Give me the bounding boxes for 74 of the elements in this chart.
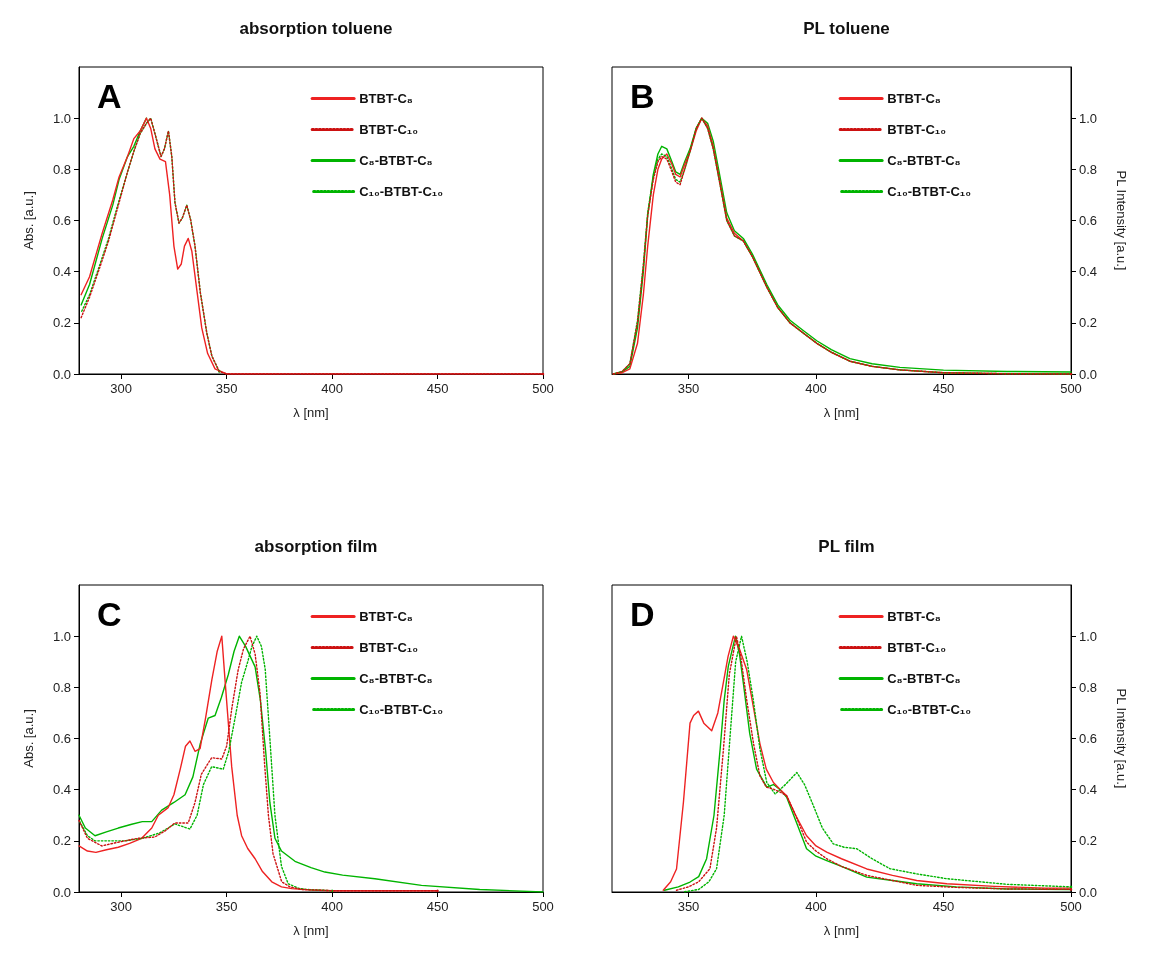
x-tick-label: 450 [426, 899, 449, 914]
y2-tick-label: 0.2 [1079, 833, 1098, 849]
legend-label: C₁₀-BTBT-C₁₀ [359, 184, 444, 199]
x-axis-title: λ [nm] [293, 923, 329, 938]
x-tick-label: 350 [215, 381, 238, 396]
y-tick-label: 0.6 [52, 731, 71, 746]
y2-axis-title: PL Intensity [a.u.] [1114, 688, 1129, 789]
y2-tick-label: 0.8 [1079, 161, 1098, 177]
chart-title: absorption toluene [239, 19, 393, 38]
y-tick-label: 0.8 [52, 679, 71, 695]
x-tick-label: 300 [110, 899, 133, 914]
legend-label: BTBT-C₁₀ [359, 640, 419, 655]
x-tick-label: 300 [110, 381, 133, 396]
legend-label: C₈-BTBT-C₈ [359, 671, 433, 686]
y-axis-title: Abs. [a.u.] [21, 191, 36, 250]
x-tick-label: 350 [215, 899, 238, 914]
y-tick-label: 0.4 [52, 782, 71, 798]
y2-tick-label: 1.0 [1079, 110, 1098, 126]
legend-label: BTBT-C₈ [887, 91, 941, 106]
legend-label: C₁₀-BTBT-C₁₀ [887, 702, 972, 717]
y-axis-title: Abs. [a.u.] [21, 709, 36, 768]
y-tick-label: 1.0 [52, 628, 71, 644]
y2-tick-label: 0.4 [1079, 782, 1098, 798]
x-tick-label: 350 [677, 381, 700, 396]
x-tick-label: 500 [1060, 381, 1082, 396]
y2-tick-label: 0.6 [1079, 731, 1098, 746]
y2-tick-label: 0.0 [1079, 366, 1098, 382]
x-tick-label: 450 [426, 381, 449, 396]
x-axis-title: λ [nm] [823, 923, 860, 938]
y2-tick-label: 0.4 [1079, 264, 1098, 280]
y-tick-label: 1.0 [52, 110, 71, 126]
legend-label: C₁₀-BTBT-C₁₀ [887, 184, 972, 199]
legend-label: C₈-BTBT-C₈ [887, 153, 961, 168]
annotation: A [97, 77, 122, 115]
x-tick-label: 500 [532, 899, 554, 914]
legend-label: BTBT-C₁₀ [887, 122, 947, 137]
y-tick-label: 0.0 [52, 884, 71, 900]
y-tick-label: 0.4 [52, 264, 71, 280]
legend-label: C₈-BTBT-C₈ [887, 671, 961, 686]
y2-axis-title: PL Intensity [a.u.] [1114, 170, 1129, 271]
x-tick-label: 400 [805, 899, 827, 914]
x-tick-label: 450 [932, 899, 955, 914]
x-tick-label: 500 [1060, 899, 1082, 914]
annotation: C [97, 595, 122, 633]
legend-label: C₈-BTBT-C₈ [359, 153, 433, 168]
x-tick-label: 350 [677, 899, 700, 914]
y2-tick-label: 1.0 [1079, 628, 1098, 644]
legend-label: BTBT-C₁₀ [887, 640, 947, 655]
y-tick-label: 0.6 [52, 213, 71, 228]
chart-title: PL toluene [803, 19, 890, 38]
y-tick-label: 0.2 [52, 315, 71, 331]
x-tick-label: 400 [321, 381, 343, 396]
y2-tick-label: 0.6 [1079, 213, 1098, 228]
legend-label: BTBT-C₈ [359, 609, 413, 624]
y2-tick-label: 0.2 [1079, 315, 1098, 331]
x-axis-title: λ [nm] [293, 405, 329, 420]
x-tick-label: 400 [805, 381, 827, 396]
legend-label: BTBT-C₈ [359, 91, 413, 106]
y-tick-label: 0.0 [52, 366, 71, 382]
x-tick-label: 400 [321, 899, 343, 914]
x-tick-label: 450 [932, 381, 955, 396]
y2-tick-label: 0.8 [1079, 679, 1098, 695]
x-tick-label: 500 [532, 381, 554, 396]
legend-label: BTBT-C₈ [887, 609, 941, 624]
chart-title: absorption film [254, 537, 378, 556]
legend-label: C₁₀-BTBT-C₁₀ [359, 702, 444, 717]
y-tick-label: 0.8 [52, 161, 71, 177]
annotation: B [630, 77, 655, 115]
y-tick-label: 0.2 [52, 833, 71, 849]
chart-title: PL film [818, 537, 875, 556]
x-axis-title: λ [nm] [823, 405, 860, 420]
y2-tick-label: 0.0 [1079, 884, 1098, 900]
legend-label: BTBT-C₁₀ [359, 122, 419, 137]
annotation: D [630, 595, 655, 633]
